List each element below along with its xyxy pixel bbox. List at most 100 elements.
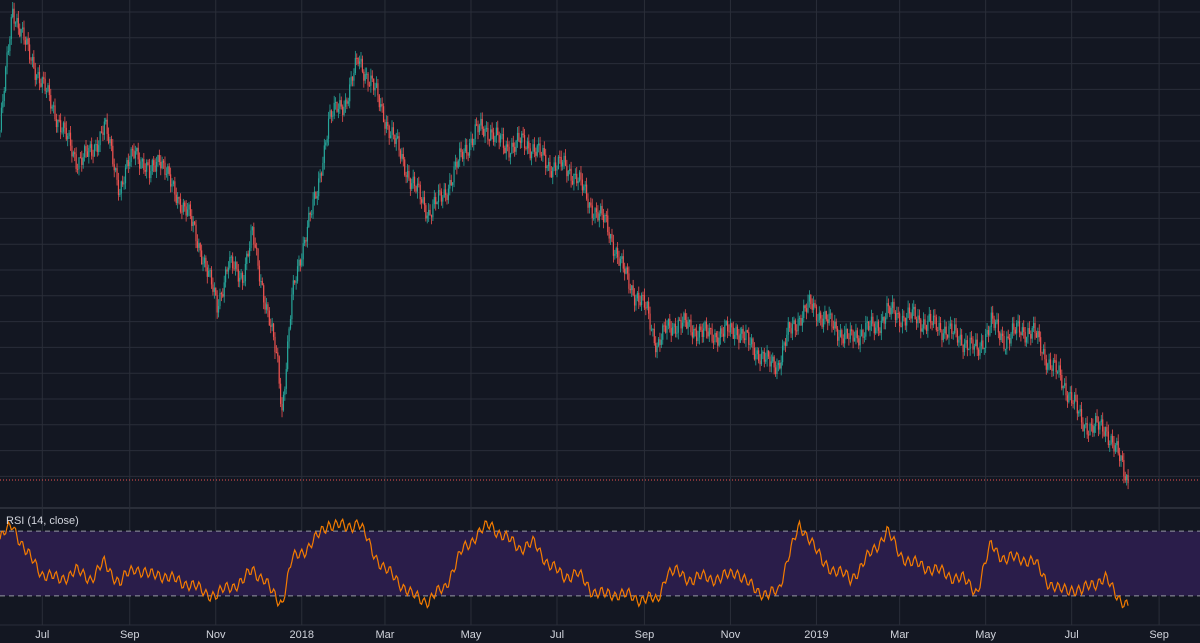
candle-body [329,110,331,119]
candle-body [140,161,142,169]
candle-body [21,27,24,30]
candle-body [715,333,717,338]
candle-body [342,106,344,115]
candle-body [790,328,792,334]
rsi-label[interactable]: RSI (14, close) [6,515,79,527]
candle-body [604,214,606,222]
candle-body [980,340,983,347]
candle-body [1037,331,1039,338]
candle-body [941,330,943,341]
candle-body [340,100,342,107]
candle-body [9,38,11,51]
candle-body [60,120,62,133]
candle-body [422,197,424,203]
candle-body [531,151,533,159]
candle-body [1089,424,1091,436]
candle-body [886,303,888,318]
candle-body [339,100,341,109]
candle-body [1013,323,1015,330]
candle-body [288,328,290,342]
candle-body [705,321,708,332]
candle-body [652,328,654,330]
candle-body [1102,419,1104,432]
candle-body [577,180,579,184]
candle-body [58,119,60,121]
candle-body [932,315,935,326]
candle-body [602,215,605,222]
candle-body [36,74,38,80]
candle-body [119,193,121,195]
candle-body [143,158,145,170]
candle-body [655,343,657,353]
candle-body [1079,408,1081,412]
candle-body [2,100,4,108]
candle-body [406,170,409,178]
candle-body [868,321,870,331]
candle-body [43,77,45,79]
candle-body [1004,348,1007,350]
x-axis[interactable]: Jul Sep Nov 2018 Mar May Jul Sep Nov 2019 Mar May Ju… [35,629,1169,641]
candle-body [769,356,771,367]
candle-body [281,403,283,411]
candle-body [1044,349,1046,360]
candle-body [182,202,184,213]
candle-body [595,208,598,212]
candle-body [968,349,970,351]
candle-body [444,189,447,195]
candle-body [1028,328,1030,335]
candle-body [1071,392,1073,404]
candle-body [110,139,112,146]
candle-body [436,202,438,205]
candle-body [208,270,210,277]
candle-body [499,135,502,143]
candle-body [1007,336,1009,338]
candle-body [882,316,884,321]
candle-body [501,134,503,136]
candle-body [67,136,69,140]
candle-body [915,319,918,324]
candle-body [192,221,194,226]
candle-body [765,359,767,362]
candle-body [718,337,720,346]
candle-body [155,161,158,172]
candle-body [411,183,413,189]
candle-body [567,170,569,177]
candle-body [144,169,146,172]
candle-body [150,171,152,179]
candle-body [1121,455,1124,461]
candle-body [797,318,799,331]
candle-body [47,85,49,92]
candle-body [807,301,809,313]
candle-body [681,322,684,329]
candle-body [487,127,489,140]
candle-body [146,162,148,172]
candle-body [789,322,791,329]
candle-body [1031,328,1033,339]
candle-body [908,307,911,314]
candle-body [890,307,892,315]
candle-body [586,184,588,199]
candle-body [450,179,452,186]
candle-body [670,328,672,336]
candle-body [29,44,31,60]
candle-body [421,199,423,203]
candle-body [443,189,445,198]
candle-body [569,168,571,171]
candle-body [181,211,183,213]
candle-body [896,313,898,321]
candle-body [774,367,777,375]
candle-body [650,329,653,331]
candle-body [435,197,437,205]
candle-body [704,321,706,329]
candle-body [697,337,699,342]
candle-body [402,154,404,160]
candle-body [484,128,486,137]
candle-body [817,320,819,322]
candle-body [587,198,589,208]
candle-body [688,319,691,323]
candle-body [488,139,490,141]
candle-body [509,153,512,158]
candle-body [780,362,782,369]
candle-body [167,166,169,174]
candle-body [1055,360,1057,373]
